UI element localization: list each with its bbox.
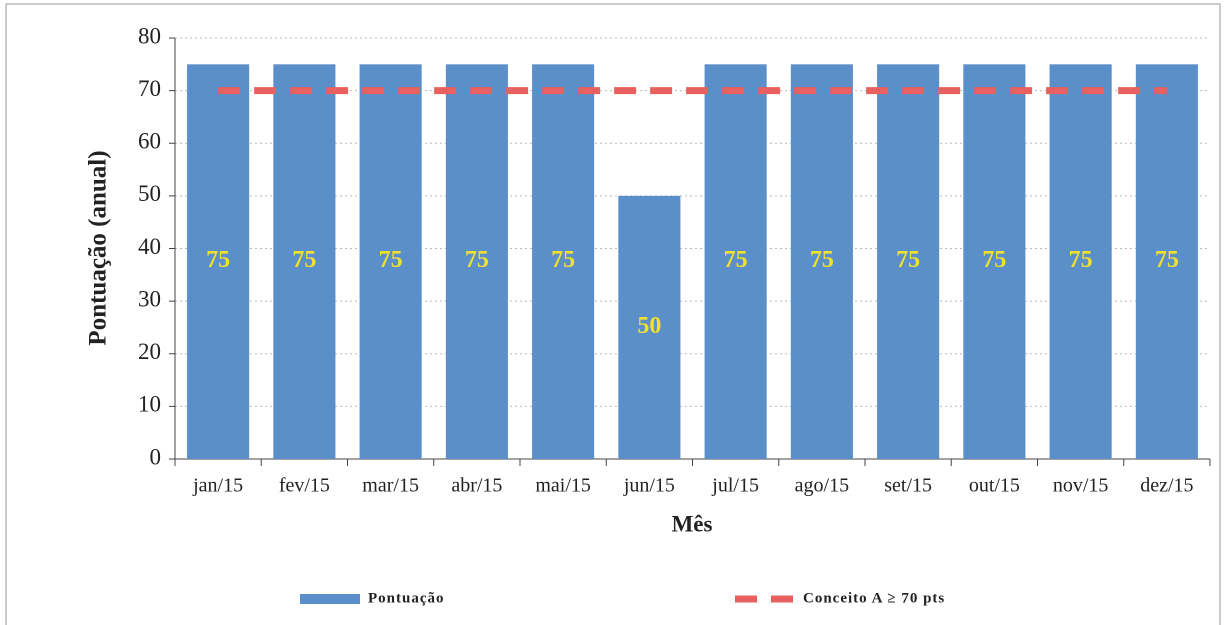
x-tick-label: fev/15	[279, 475, 330, 497]
chart-frame	[5, 3, 1221, 625]
bar	[704, 64, 767, 459]
y-tick-label: 0	[150, 444, 162, 469]
x-tick-label: nov/15	[1053, 475, 1109, 497]
data-label: 75	[1069, 247, 1093, 273]
data-label: 75	[982, 247, 1006, 273]
data-label: 75	[379, 247, 403, 273]
y-tick-label: 50	[138, 181, 161, 206]
y-tick-label: 70	[138, 76, 161, 101]
x-tick-label: abr/15	[451, 475, 502, 497]
x-tick-label: ago/15	[795, 475, 849, 497]
y-tick-label: 60	[138, 129, 161, 154]
y-tick-label: 80	[138, 23, 161, 48]
bar	[532, 64, 595, 459]
data-label: 75	[1155, 247, 1179, 273]
data-label: 75	[465, 247, 489, 273]
bar	[1049, 64, 1112, 459]
bar	[187, 64, 250, 459]
legend-swatch	[300, 594, 360, 604]
legend-label: Conceito A ≥ 70 pts	[803, 590, 945, 606]
bar	[273, 64, 336, 459]
y-tick-label: 10	[138, 392, 161, 417]
y-tick-label: 30	[138, 286, 161, 311]
data-label: 75	[292, 247, 316, 273]
x-tick-label: dez/15	[1140, 475, 1193, 497]
data-label: 75	[810, 247, 834, 273]
x-tick-label: jul/15	[711, 475, 759, 497]
x-tick-label: jun/15	[623, 475, 675, 497]
x-tick-label: mar/15	[362, 475, 419, 497]
y-axis-label: Pontuação (anual)	[85, 150, 112, 345]
bar	[790, 64, 853, 459]
bar	[963, 64, 1026, 459]
bar	[1135, 64, 1198, 459]
y-tick-label: 20	[138, 339, 161, 364]
x-tick-label: jan/15	[192, 475, 243, 497]
data-label: 75	[896, 247, 920, 273]
bar	[359, 64, 422, 459]
data-label: 75	[206, 247, 230, 273]
data-label: 50	[637, 313, 661, 339]
x-tick-label: set/15	[884, 475, 932, 497]
bar	[877, 64, 940, 459]
x-tick-label: mai/15	[535, 475, 591, 497]
bar	[445, 64, 508, 459]
x-axis-label: Mês	[672, 511, 713, 536]
data-label: 75	[551, 247, 575, 273]
bar	[618, 195, 681, 459]
y-tick-label: 40	[138, 234, 161, 259]
legend-label: Pontuação	[368, 590, 445, 606]
data-label: 75	[724, 247, 748, 273]
x-tick-label: out/15	[969, 475, 1020, 497]
